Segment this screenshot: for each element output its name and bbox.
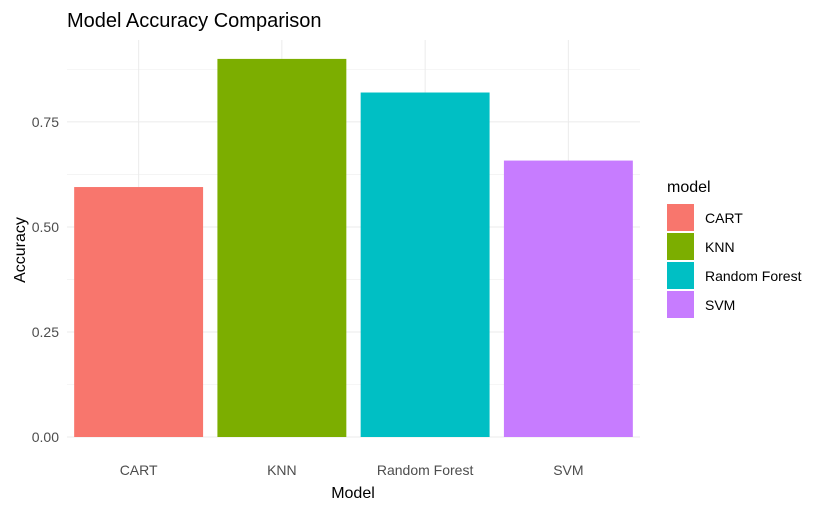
legend-label: KNN <box>705 239 735 255</box>
x-axis-ticks: CART KNN Random Forest SVM <box>120 462 584 478</box>
bar-random-forest <box>360 92 490 437</box>
legend-key <box>667 233 694 260</box>
x-tick-label: SVM <box>553 462 583 478</box>
x-axis-title: Model <box>331 485 375 502</box>
chart-title: Model Accuracy Comparison <box>67 10 322 32</box>
legend-label: CART <box>705 210 743 226</box>
x-tick-label: CART <box>120 462 158 478</box>
x-tick-label: Random Forest <box>377 462 474 478</box>
bar-svm <box>503 160 633 437</box>
legend: model CART KNN Random Forest SVM <box>667 179 802 318</box>
legend-title: model <box>667 179 711 196</box>
y-tick-label: 0.75 <box>32 114 59 130</box>
bar-cart <box>74 187 204 437</box>
y-tick-label: 0.00 <box>32 429 59 445</box>
y-axis-title: Accuracy <box>12 217 29 283</box>
y-tick-label: 0.25 <box>32 324 59 340</box>
y-axis-ticks: 0.00 0.25 0.50 0.75 <box>32 114 59 445</box>
legend-key <box>667 204 694 231</box>
bar-knn <box>217 58 347 438</box>
legend-label: SVM <box>705 297 735 313</box>
legend-key <box>667 291 694 318</box>
legend-label: Random Forest <box>705 268 802 284</box>
bars <box>74 58 633 438</box>
y-tick-label: 0.50 <box>32 219 59 235</box>
x-tick-label: KNN <box>267 462 297 478</box>
legend-key <box>667 262 694 289</box>
